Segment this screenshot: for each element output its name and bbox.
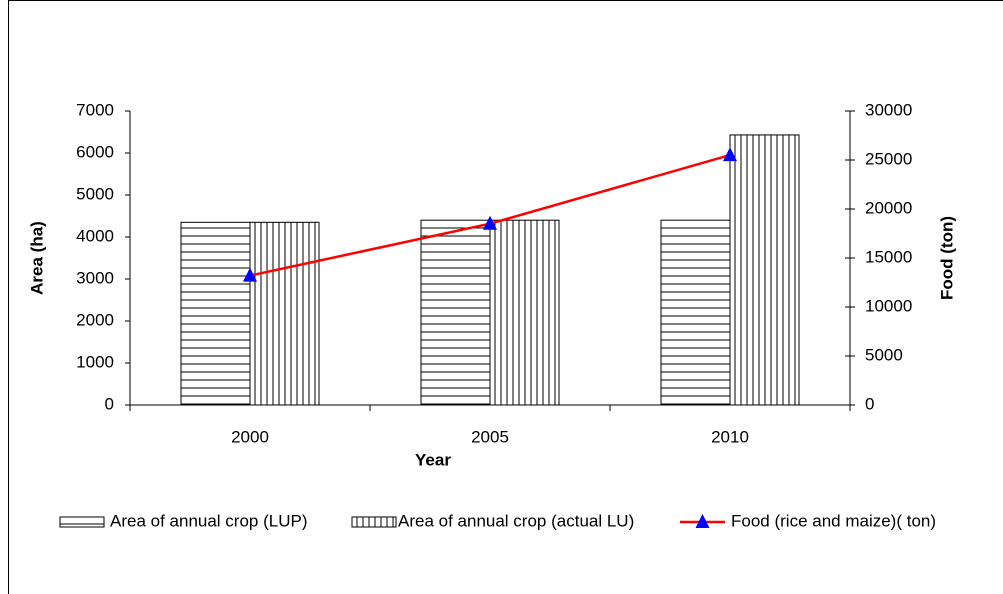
y2-tick-label: 0 — [865, 394, 874, 413]
x-tick-label: 2005 — [471, 427, 509, 446]
marker — [723, 147, 737, 162]
marker — [483, 215, 497, 230]
y-tick-label: 4000 — [76, 226, 114, 245]
legend-swatch — [59, 516, 105, 528]
y2-tick-label: 25000 — [865, 149, 912, 168]
bar — [660, 219, 731, 406]
y2-tick-label: 15000 — [865, 247, 912, 266]
y2-tick-label: 20000 — [865, 198, 912, 217]
y2-tick-label: 10000 — [865, 296, 912, 315]
y-axis-title: Area (ha) — [27, 221, 46, 295]
bar — [180, 221, 251, 406]
bar — [729, 134, 800, 406]
bar — [249, 221, 320, 406]
y2-tick-label: 5000 — [865, 345, 903, 364]
y2-tick-label: 30000 — [865, 100, 912, 119]
marker — [243, 267, 257, 282]
x-tick-label: 2010 — [711, 427, 749, 446]
legend-label: Area of annual crop (actual LU) — [398, 511, 634, 530]
x-axis-title: Year — [415, 450, 451, 469]
y-tick-label: 3000 — [76, 268, 114, 287]
legend-label: Area of annual crop (LUP) — [110, 511, 308, 530]
y-tick-label: 7000 — [76, 100, 114, 119]
y2-axis-title: Food (ton) — [937, 216, 956, 300]
x-tick-label: 2000 — [231, 427, 269, 446]
legend-swatch — [351, 516, 397, 528]
y-tick-label: 6000 — [76, 142, 114, 161]
legend-marker — [695, 514, 710, 528]
legend-label: Food (rice and maize)( ton) — [731, 511, 936, 530]
y-tick-label: 5000 — [76, 184, 114, 203]
bar — [420, 219, 491, 406]
bar — [489, 219, 560, 406]
y-tick-label: 0 — [105, 394, 114, 413]
y-tick-label: 2000 — [76, 310, 114, 329]
y-tick-label: 1000 — [76, 352, 114, 371]
